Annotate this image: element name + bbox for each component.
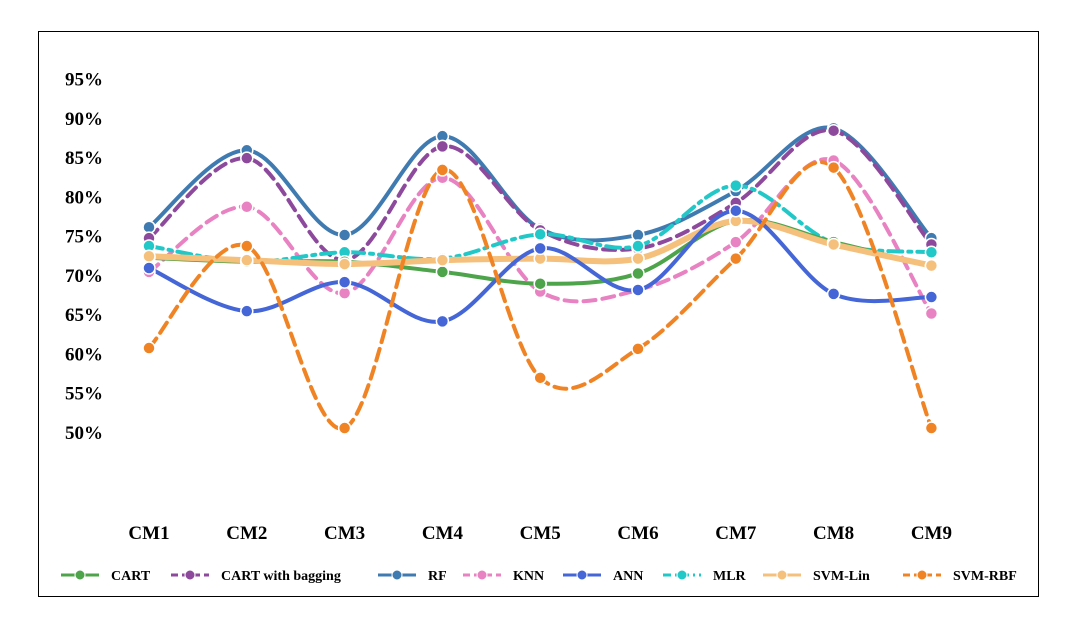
- data-point-cart-with-bagging: [826, 123, 841, 138]
- data-point-rf: [631, 228, 645, 242]
- data-point-rf: [142, 220, 156, 234]
- data-point-mlr: [533, 227, 547, 242]
- legend-marker-rf: [391, 569, 403, 581]
- x-tick-label: CM1: [128, 523, 169, 544]
- data-point-svm-lin: [240, 253, 254, 267]
- data-point-cart-with-bagging: [435, 139, 450, 154]
- legend: CART CART with bagging RF KNN ANN MLR SVM-Lin S…: [61, 569, 1017, 584]
- data-point-knn: [924, 306, 939, 321]
- data-point-mlr: [631, 239, 645, 253]
- y-tick-label: 70%: [65, 266, 103, 287]
- data-point-cart: [533, 276, 547, 291]
- data-point-svm-rbf: [924, 421, 939, 435]
- data-point-svm-lin: [826, 237, 841, 252]
- y-axis: 50% 55% 60% 65% 70% 75% 80% 85% 90% 95%: [65, 70, 103, 444]
- data-point-ann: [826, 287, 841, 301]
- y-tick-label: 60%: [65, 344, 103, 365]
- legend-label-svm-lin: SVM-Lin: [813, 569, 870, 584]
- data-point-ann: [435, 314, 450, 329]
- data-point-ann: [337, 275, 352, 289]
- data-point-svm-rbf: [631, 342, 645, 356]
- x-tick-label: CM5: [520, 523, 561, 544]
- data-point-svm-rbf: [729, 251, 743, 266]
- data-point-svm-lin: [924, 258, 939, 273]
- data-point-cart: [631, 266, 645, 281]
- legend-marker-knn: [476, 569, 488, 581]
- legend-label-mlr: MLR: [713, 569, 747, 584]
- x-tick-label: CM7: [715, 523, 757, 544]
- data-point-svm-lin: [142, 249, 156, 263]
- data-point-cart-with-bagging: [240, 151, 254, 165]
- legend-label-svm-rbf: SVM-RBF: [953, 569, 1017, 584]
- legend-label-cart: CART: [111, 569, 151, 584]
- x-tick-label: CM4: [422, 523, 464, 544]
- series-line-svm-rbf: [147, 160, 934, 431]
- legend-marker-ann: [576, 569, 588, 581]
- data-point-svm-rbf: [337, 421, 352, 435]
- x-tick-label: CM3: [324, 523, 365, 544]
- legend-marker-cart: [74, 569, 86, 581]
- y-tick-label: 80%: [65, 187, 103, 208]
- series-line-cart-with-bagging: [147, 128, 934, 263]
- data-point-svm-lin: [337, 257, 352, 271]
- data-point-svm-rbf: [533, 371, 547, 385]
- data-point-knn: [337, 286, 352, 300]
- legend-marker-svm-lin: [776, 569, 788, 581]
- data-point-rf: [337, 228, 352, 242]
- data-point-ann: [729, 203, 743, 218]
- y-tick-label: 95%: [65, 70, 103, 91]
- data-point-svm-rbf: [826, 160, 841, 175]
- legend-label-cart-with-bagging: CART with bagging: [221, 569, 341, 584]
- x-axis: CM1 CM2 CM3 CM4 CM5 CM6 CM7 CM8 CM9: [128, 523, 952, 544]
- legend-label-rf: RF: [428, 569, 447, 584]
- x-tick-label: CM6: [617, 523, 658, 544]
- data-point-ann: [631, 283, 645, 297]
- data-point-knn: [240, 200, 254, 214]
- legend-marker-svm-rbf: [916, 569, 928, 581]
- x-tick-label: CM9: [911, 523, 952, 544]
- data-point-svm-lin: [631, 251, 645, 266]
- data-point-mlr: [924, 245, 939, 260]
- data-point-cart: [435, 265, 450, 279]
- y-tick-label: 55%: [65, 384, 103, 405]
- data-point-mlr: [729, 178, 743, 193]
- series-points: [142, 121, 939, 435]
- data-point-svm-rbf: [142, 341, 156, 355]
- series-line-mlr: [147, 183, 934, 264]
- y-tick-label: 75%: [65, 227, 103, 248]
- x-tick-label: CM2: [226, 523, 267, 544]
- data-point-ann: [142, 261, 156, 275]
- y-tick-label: 85%: [65, 148, 103, 169]
- chart-frame: 50% 55% 60% 65% 70% 75% 80% 85% 90% 95% CM1 CM2 CM3…: [38, 31, 1039, 597]
- data-point-svm-rbf: [240, 239, 254, 253]
- x-tick-label: CM8: [813, 523, 854, 544]
- legend-label-ann: ANN: [613, 569, 643, 584]
- data-point-svm-lin: [435, 253, 450, 267]
- data-point-ann: [240, 304, 254, 318]
- y-tick-label: 90%: [65, 109, 103, 130]
- legend-label-knn: KNN: [513, 569, 544, 584]
- y-tick-label: 50%: [65, 423, 103, 444]
- legend-marker-mlr: [676, 569, 688, 581]
- data-point-svm-rbf: [435, 163, 450, 177]
- data-point-knn: [729, 235, 743, 249]
- legend-marker-cart-with-bagging: [184, 569, 196, 581]
- y-tick-label: 65%: [65, 305, 103, 326]
- line-chart: 50% 55% 60% 65% 70% 75% 80% 85% 90% 95% CM1 CM2 CM3…: [61, 70, 1017, 584]
- data-point-ann: [533, 241, 547, 256]
- data-point-ann: [924, 290, 939, 304]
